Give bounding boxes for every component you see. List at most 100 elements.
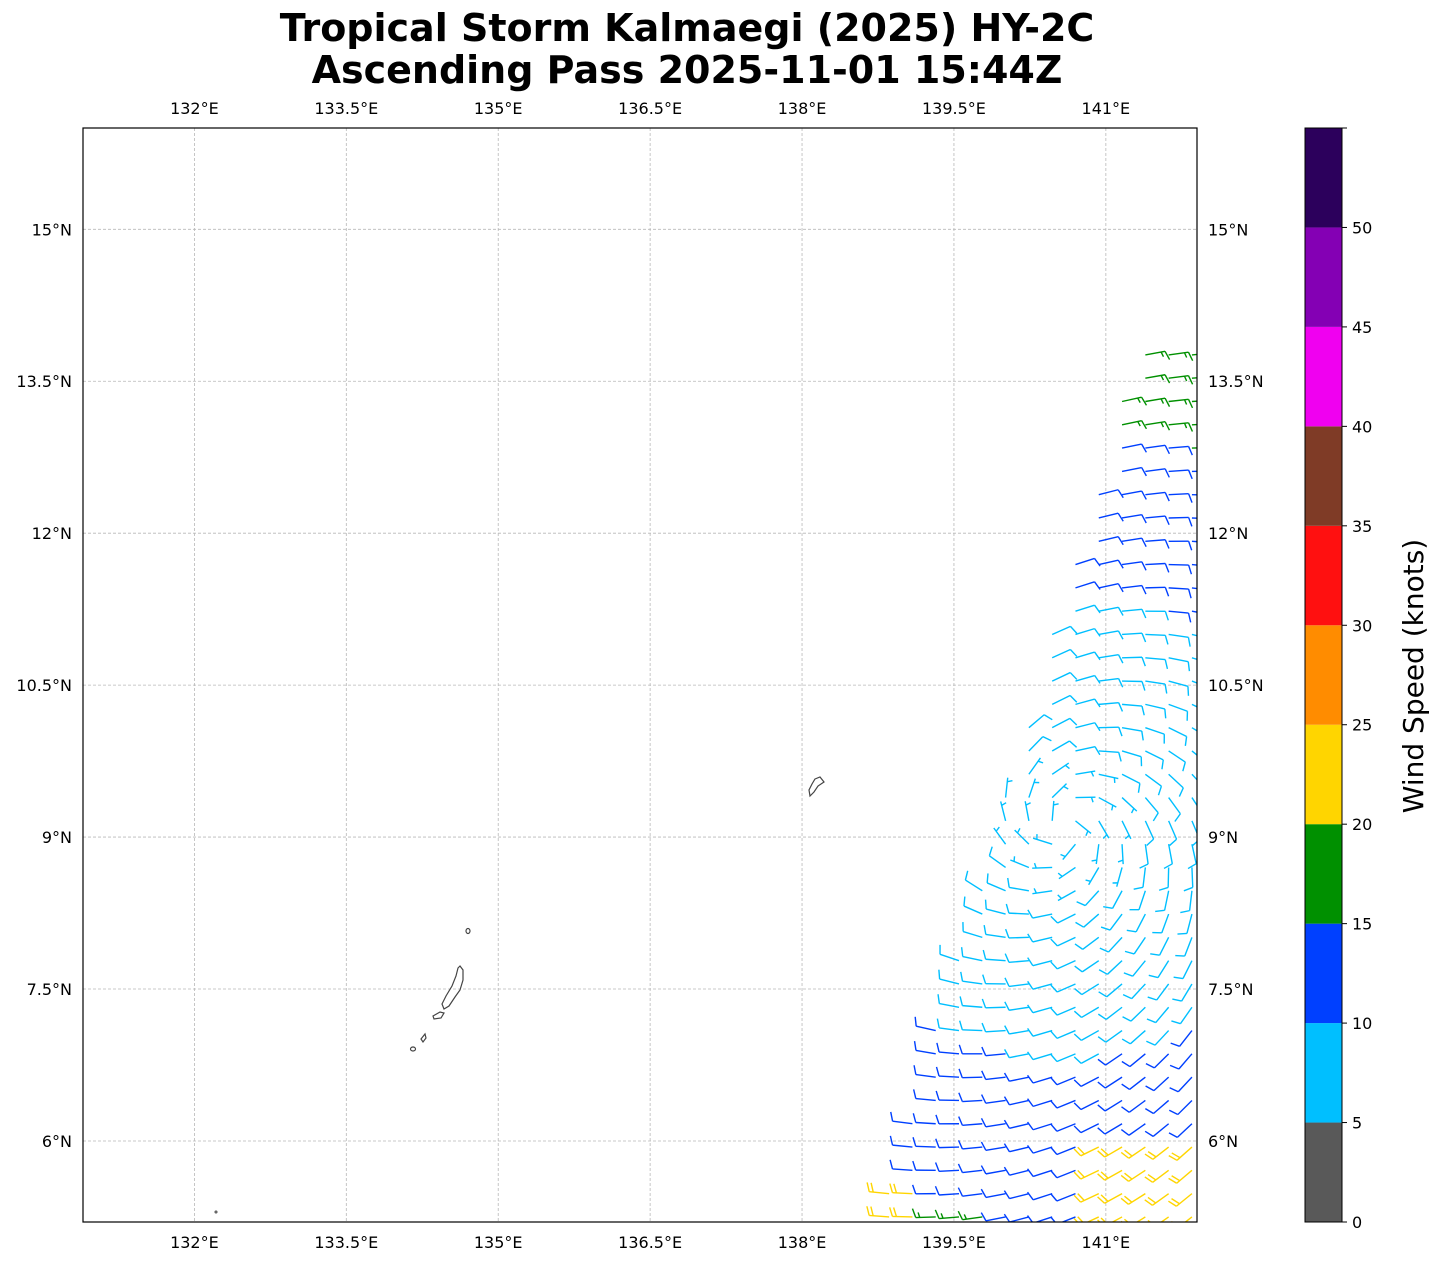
wind-barb bbox=[1050, 983, 1076, 993]
barb-shaft bbox=[1154, 1030, 1170, 1046]
barb-shaft bbox=[985, 1123, 1006, 1128]
barb-shaft bbox=[1028, 736, 1044, 752]
wind-barb bbox=[1168, 351, 1194, 362]
colorbar-tick-label: 50 bbox=[1352, 218, 1372, 237]
wind-barb bbox=[1171, 1216, 1193, 1222]
wind-barb bbox=[1145, 1053, 1170, 1069]
barb-feather bbox=[1097, 1173, 1106, 1181]
wind-barb bbox=[1144, 773, 1163, 796]
barb-feather bbox=[1133, 886, 1144, 890]
barb-feather bbox=[1212, 567, 1214, 576]
barb-feather bbox=[938, 969, 941, 980]
barb-feather bbox=[914, 1016, 917, 1027]
barb-feather bbox=[1164, 374, 1171, 384]
barb-feather bbox=[1212, 448, 1215, 457]
wind-barb bbox=[1075, 651, 1101, 661]
barb-shaft bbox=[1009, 1169, 1030, 1176]
wind-barb bbox=[1120, 1146, 1146, 1159]
barb-half-feather bbox=[1102, 834, 1108, 839]
barb-feather bbox=[1117, 606, 1124, 616]
barb-feather bbox=[1177, 932, 1187, 935]
barb-feather bbox=[1117, 536, 1124, 546]
wind-barb bbox=[1097, 1123, 1123, 1135]
barb-shaft bbox=[1057, 913, 1076, 924]
colorbar-tick-label: 15 bbox=[1352, 915, 1372, 934]
wind-barb bbox=[1099, 936, 1123, 953]
barb-feather bbox=[1118, 752, 1122, 762]
barb-shaft bbox=[962, 1099, 983, 1103]
barb-shaft bbox=[1121, 726, 1142, 732]
barb-shaft bbox=[1128, 1146, 1146, 1159]
barb-shaft bbox=[1080, 1123, 1100, 1134]
wind-barb bbox=[1075, 820, 1092, 837]
barb-feather bbox=[980, 1141, 987, 1151]
colorbar-swatch bbox=[1305, 1122, 1342, 1222]
wind-barb bbox=[1051, 740, 1078, 752]
barb-shaft bbox=[1168, 703, 1188, 712]
barb-feather bbox=[1069, 649, 1078, 657]
wind-barb bbox=[1191, 633, 1197, 637]
barb-shaft bbox=[1098, 796, 1117, 808]
barb-feather bbox=[1187, 422, 1194, 432]
barb-feather bbox=[1187, 686, 1190, 696]
barb-half-feather bbox=[1124, 834, 1130, 840]
barb-shaft bbox=[1104, 1076, 1123, 1089]
lon-tick-label-top: 138°E bbox=[778, 99, 827, 118]
colorbar-swatch bbox=[1305, 724, 1342, 825]
wind-barb bbox=[1050, 1053, 1076, 1063]
barb-feather bbox=[1148, 974, 1159, 979]
barb-feather bbox=[934, 1209, 940, 1219]
barb-feather bbox=[957, 1140, 964, 1150]
lat-tick-label-left: 9°N bbox=[42, 828, 72, 847]
barb-feather bbox=[937, 994, 941, 1004]
barb-feather bbox=[1169, 1087, 1179, 1093]
barb-shaft bbox=[1051, 762, 1070, 775]
barb-feather bbox=[1100, 1194, 1109, 1202]
wind-barb bbox=[980, 1212, 1006, 1222]
barb-shaft bbox=[1163, 890, 1170, 911]
barb-shaft bbox=[1128, 1169, 1146, 1182]
barb-half-feather bbox=[1208, 353, 1210, 358]
barb-feather bbox=[1050, 1030, 1058, 1039]
barb-shaft bbox=[1128, 1193, 1146, 1205]
wind-barb bbox=[1191, 470, 1197, 473]
barb-shaft bbox=[1179, 1030, 1193, 1047]
barb-feather bbox=[1093, 581, 1101, 590]
wind-barb bbox=[1026, 1191, 1053, 1201]
wind-barb bbox=[1112, 867, 1123, 887]
barb-feather bbox=[1076, 901, 1086, 907]
barb-feather bbox=[1147, 1196, 1157, 1204]
wind-barb bbox=[960, 947, 983, 962]
barb-shaft bbox=[1098, 654, 1119, 659]
wind-barb bbox=[1121, 820, 1132, 840]
barb-shaft bbox=[985, 1216, 1006, 1222]
wind-barb bbox=[913, 1040, 936, 1055]
wind-barb bbox=[889, 1135, 913, 1148]
barb-half-feather bbox=[1183, 399, 1188, 405]
barb-shaft bbox=[1104, 1099, 1123, 1112]
wind-barb bbox=[957, 1140, 983, 1150]
wind-barb bbox=[1191, 447, 1215, 457]
barb-shaft bbox=[1032, 913, 1053, 919]
barb-feather bbox=[1103, 906, 1113, 910]
barb-feather bbox=[1144, 1199, 1153, 1206]
wind-barb bbox=[1133, 867, 1147, 890]
barb-shaft bbox=[1186, 913, 1193, 934]
barb-feather bbox=[1003, 1072, 1010, 1082]
barb-shaft bbox=[1075, 604, 1095, 612]
barb-shaft bbox=[1121, 608, 1143, 612]
wind-barb bbox=[1075, 627, 1101, 637]
wind-barb bbox=[1050, 1076, 1076, 1086]
lon-tick-label-bottom: 135°E bbox=[474, 1233, 523, 1252]
wind-barb bbox=[1139, 844, 1149, 869]
barb-feather bbox=[1005, 903, 1010, 914]
wind-barb bbox=[1145, 491, 1170, 502]
wind-barb bbox=[1158, 867, 1170, 891]
barb-feather bbox=[1187, 863, 1197, 870]
palau-islet bbox=[432, 1011, 445, 1020]
barb-shaft bbox=[1145, 750, 1164, 761]
wind-barb bbox=[1168, 398, 1194, 409]
wind-barb bbox=[1075, 745, 1101, 756]
gridlines bbox=[83, 128, 1197, 1222]
barb-feather bbox=[1141, 420, 1148, 430]
